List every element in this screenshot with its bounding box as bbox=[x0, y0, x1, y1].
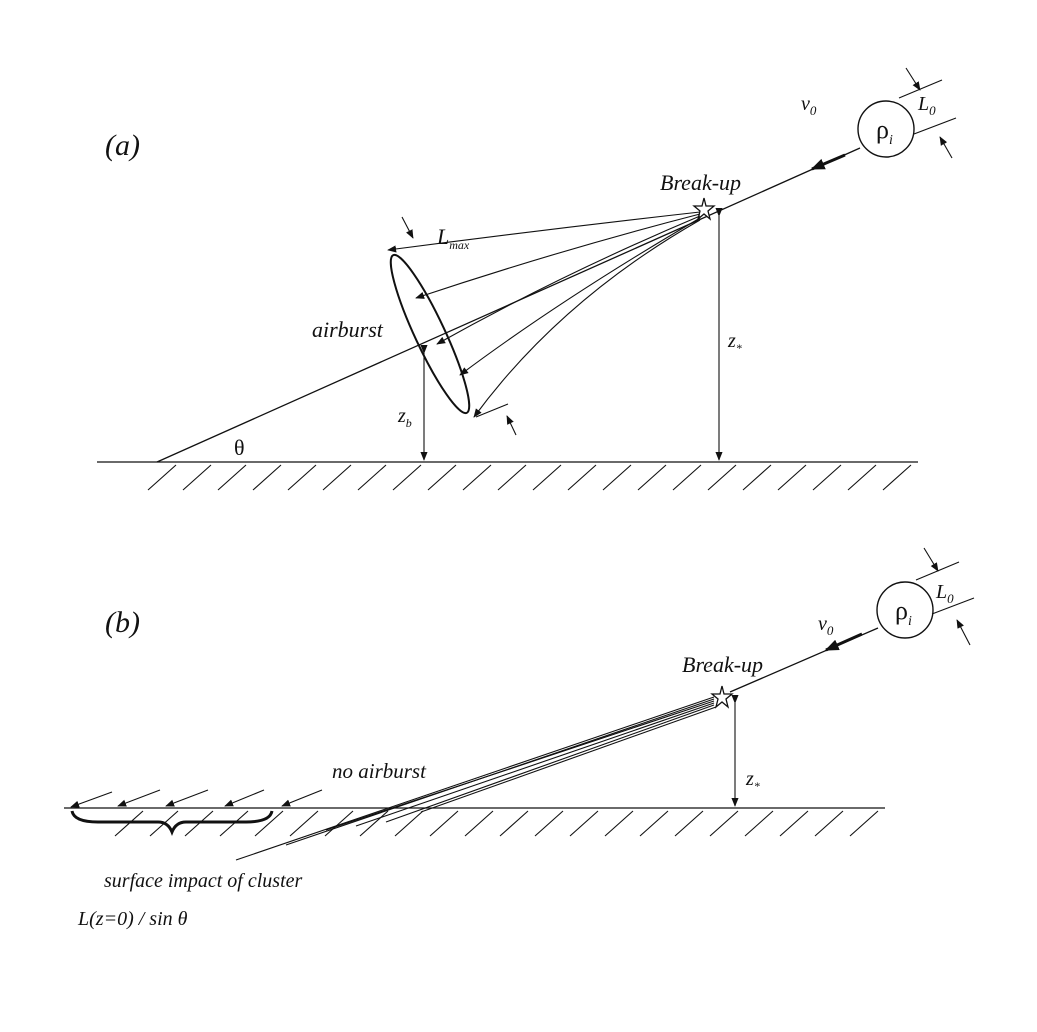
size-tick-bottom bbox=[931, 597, 975, 615]
density-label: ρi bbox=[876, 115, 893, 148]
airburst-label: airburst bbox=[312, 317, 384, 342]
breakup-star-icon bbox=[692, 197, 716, 221]
breakup-label: Break-up bbox=[682, 652, 763, 677]
panel-b-label: (b) bbox=[105, 606, 140, 639]
velocity-arrow bbox=[810, 153, 846, 171]
lmax-label: Lmax bbox=[436, 224, 470, 252]
footprint-brace bbox=[70, 810, 274, 837]
size-tick-bottom bbox=[913, 117, 957, 135]
lmax-arrow-bottom bbox=[506, 415, 517, 436]
panel-a: (a) θ ρi v0 L0 Break-up bbox=[97, 67, 957, 491]
size-label: L0 bbox=[917, 93, 936, 118]
zstar-label: z* bbox=[745, 768, 760, 793]
velocity-label: v0 bbox=[818, 613, 834, 638]
breakup-star-icon bbox=[710, 685, 734, 709]
size-arrow-bottom bbox=[939, 136, 953, 159]
breakup-label: Break-up bbox=[660, 170, 741, 195]
panel-b: (b) ρi v0 L0 Break-up bbox=[64, 547, 975, 930]
density-label: ρi bbox=[895, 596, 912, 629]
velocity-label: v0 bbox=[801, 93, 817, 118]
airburst-front bbox=[389, 253, 471, 415]
impactor-circle bbox=[857, 100, 915, 158]
size-tick-top bbox=[898, 79, 943, 99]
fragment-rays bbox=[235, 696, 717, 861]
impact-arrows bbox=[70, 789, 323, 808]
zstar-label: z* bbox=[727, 330, 742, 355]
size-arrow-bottom bbox=[956, 619, 971, 646]
ground-hatching bbox=[147, 464, 912, 491]
footprint-label: L(z=0) / sin θ bbox=[77, 908, 188, 930]
panel-a-label: (a) bbox=[105, 129, 140, 162]
lmax-tick-bottom bbox=[475, 403, 509, 418]
fragment-fan bbox=[387, 211, 701, 418]
size-arrow-top bbox=[923, 547, 939, 572]
theta-label: θ bbox=[234, 435, 245, 460]
size-label: L0 bbox=[935, 581, 954, 606]
velocity-arrow bbox=[824, 632, 863, 652]
impactor-circle bbox=[876, 581, 934, 639]
size-arrow-top bbox=[905, 67, 921, 91]
no-airburst-label: no airburst bbox=[332, 759, 427, 783]
surface-impact-label: surface impact of cluster bbox=[104, 870, 303, 892]
zb-label: zb bbox=[397, 405, 412, 430]
lmax-arrow-top bbox=[401, 216, 414, 239]
